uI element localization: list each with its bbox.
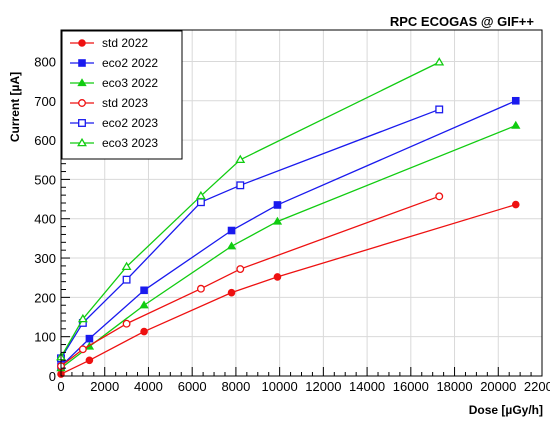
data-point-eco2-2022 [511, 96, 520, 105]
data-point-std-2022 [140, 327, 148, 336]
x-tick-label: 22000 [524, 379, 550, 394]
plot-frame [60, 29, 543, 377]
data-point-eco3-2022 [511, 120, 521, 129]
data-point-std-2023 [196, 284, 205, 293]
series-line-eco2-2022 [60, 100, 517, 367]
data-point-std-2023 [78, 345, 87, 354]
x-tick-label: 12000 [305, 379, 341, 394]
x-tick-label: 6000 [178, 379, 207, 394]
y-tick-label: 200 [34, 290, 56, 305]
y-tick-label: 600 [34, 133, 56, 148]
legend-marker-eco2-2023 [78, 119, 86, 127]
legend-label: eco2 2023 [102, 116, 158, 130]
x-tick-label: 8000 [221, 379, 250, 394]
data-point-eco2-2023 [435, 105, 444, 114]
x-tick-label: 4000 [134, 379, 163, 394]
y-tick-label: 300 [34, 251, 56, 266]
series-group [56, 57, 521, 378]
legend-label: std 2022 [102, 36, 148, 50]
data-point-eco2-2023 [122, 275, 131, 284]
data-point-eco2-2022 [140, 286, 148, 295]
data-point-eco2-2022 [85, 334, 94, 343]
y-tick-label: 100 [34, 330, 56, 345]
x-tick-label: 0 [57, 379, 64, 394]
data-point-eco2-2023 [196, 198, 205, 207]
x-tick-label: 18000 [436, 379, 472, 394]
data-point-eco3-2022 [226, 241, 237, 250]
data-point-std-2022 [85, 356, 94, 365]
data-point-std-2023 [435, 192, 444, 201]
data-point-eco2-2023 [236, 181, 245, 190]
data-point-std-2022 [227, 288, 236, 297]
x-tick-label: 2000 [90, 379, 119, 394]
data-point-eco3-2023 [121, 261, 132, 271]
x-tick-label: 14000 [349, 379, 385, 394]
x-tick-label: 16000 [393, 379, 429, 394]
data-point-std-2022 [511, 200, 520, 209]
legend-label: eco3 2022 [102, 76, 158, 90]
data-point-eco3-2023 [77, 313, 88, 323]
legend-box [61, 30, 183, 160]
series-line-std-2022 [60, 203, 516, 375]
y-tick-label: 800 [34, 54, 56, 69]
x-tick-label: 10000 [262, 379, 298, 394]
data-point-std-2023 [236, 265, 245, 274]
data-point-eco3-2023 [195, 190, 206, 200]
y-tick-label: 0 [49, 369, 56, 384]
legend-marker-eco2-2022 [78, 59, 86, 67]
data-point-std-2022 [273, 273, 282, 281]
legend-label: eco3 2023 [102, 136, 158, 150]
data-point-eco3-2022 [139, 300, 149, 309]
legend-marker-eco3-2023 [77, 137, 87, 147]
legend-marker-eco3-2022 [77, 78, 87, 87]
legend-label: std 2023 [102, 96, 148, 110]
legend: std 2022 eco2 2022 eco3 2022 std 2023 eco2 2… [61, 30, 183, 160]
legend-marker-std-2022 [78, 39, 86, 47]
y-tick-label: 400 [34, 212, 56, 227]
series-line-eco3-2023 [60, 61, 440, 358]
legend-label: eco2 2022 [102, 56, 158, 70]
chart-title: RPC ECOGAS @ GIF++ [390, 14, 535, 29]
x-axis-title: Dose [µGy/h] [469, 403, 543, 417]
series-line-eco3-2022 [60, 124, 517, 369]
data-point-eco3-2023 [434, 57, 445, 66]
data-point-eco2-2022 [273, 201, 282, 209]
x-tick-label: 20000 [480, 379, 516, 394]
y-axis-title: Current [µA] [8, 72, 22, 142]
data-point-eco3-2023 [235, 154, 246, 164]
y-tick-label: 500 [34, 172, 56, 187]
legend-marker-std-2023 [78, 99, 86, 107]
data-point-std-2023 [122, 319, 131, 328]
y-tick-label: 700 [34, 94, 56, 109]
series-line-eco2-2023 [60, 108, 440, 359]
data-point-eco3-2022 [272, 216, 283, 225]
series-line-std-2023 [60, 195, 440, 367]
data-point-eco2-2022 [227, 226, 236, 235]
